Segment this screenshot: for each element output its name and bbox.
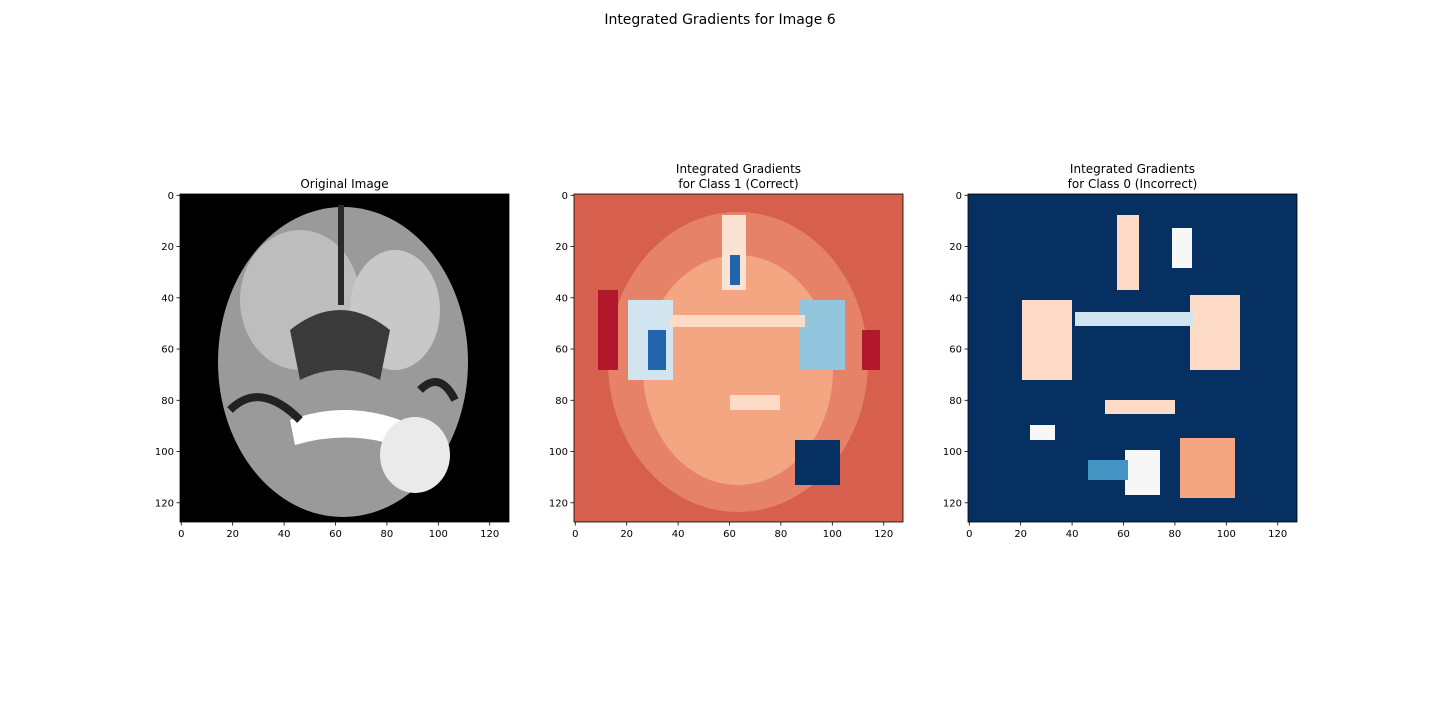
axes-title: for Class 0 (Incorrect): [1068, 177, 1198, 191]
x-tick-label: 100: [429, 529, 448, 540]
y-tick-label: 0: [168, 191, 174, 202]
y-tick-label: 60: [949, 345, 962, 356]
y-tick-label: 40: [161, 293, 174, 304]
y-tick-label: 40: [555, 293, 568, 304]
y-tick-label: 60: [555, 345, 568, 356]
x-tick-label: 0: [572, 529, 578, 540]
x-tick-label: 60: [723, 529, 736, 540]
x-tick-label: 80: [381, 529, 394, 540]
x-tick-label: 60: [329, 529, 342, 540]
y-tick-label: 0: [562, 191, 568, 202]
x-tick-label: 20: [1014, 529, 1027, 540]
figure-title: Integrated Gradients for Image 6: [604, 12, 835, 28]
x-tick-label: 20: [226, 529, 239, 540]
x-tick-label: 80: [1169, 529, 1182, 540]
y-tick-label: 20: [949, 242, 962, 253]
y-tick-label: 80: [949, 396, 962, 407]
y-tick-label: 100: [549, 447, 568, 458]
x-tick-label: 100: [1217, 529, 1236, 540]
image-class1: [574, 194, 903, 522]
axes-frame: [179, 193, 510, 523]
x-tick-label: 40: [1066, 529, 1079, 540]
x-tick-label: 120: [874, 529, 893, 540]
y-tick-label: 60: [161, 345, 174, 356]
y-tick-label: 40: [949, 293, 962, 304]
x-tick-label: 120: [1268, 529, 1287, 540]
x-tick-label: 40: [278, 529, 291, 540]
axes-title: Integrated Gradients: [1070, 162, 1195, 176]
y-tick-label: 80: [555, 396, 568, 407]
axes-frame: [967, 193, 1298, 523]
axes-title: for Class 1 (Correct): [678, 177, 798, 191]
axes-title: Original Image: [300, 177, 388, 191]
axes-frame: [573, 193, 904, 523]
y-tick-label: 20: [555, 242, 568, 253]
axes-title: Integrated Gradients: [676, 162, 801, 176]
image-original: [180, 194, 509, 522]
x-tick-label: 120: [480, 529, 499, 540]
image-class0: [968, 194, 1297, 522]
x-tick-label: 40: [672, 529, 685, 540]
x-tick-label: 80: [775, 529, 788, 540]
x-tick-label: 0: [178, 529, 184, 540]
y-tick-label: 120: [549, 498, 568, 509]
y-tick-label: 20: [161, 242, 174, 253]
y-tick-label: 120: [155, 498, 174, 509]
x-tick-label: 100: [823, 529, 842, 540]
x-tick-label: 0: [966, 529, 972, 540]
y-tick-label: 0: [956, 191, 962, 202]
y-tick-label: 100: [155, 447, 174, 458]
y-tick-label: 120: [943, 498, 962, 509]
y-tick-label: 80: [161, 396, 174, 407]
x-tick-label: 20: [620, 529, 633, 540]
y-tick-label: 100: [943, 447, 962, 458]
x-tick-label: 60: [1117, 529, 1130, 540]
